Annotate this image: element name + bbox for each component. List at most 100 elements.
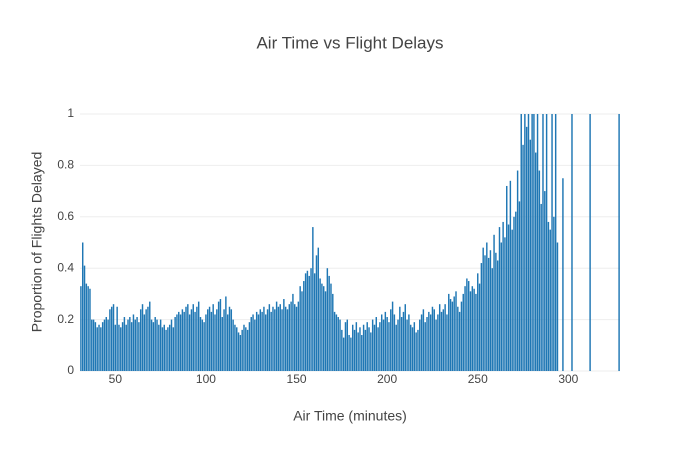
bar	[415, 332, 417, 371]
bar	[306, 270, 309, 371]
bar	[292, 293, 294, 371]
bar	[156, 319, 158, 371]
bar	[464, 286, 466, 371]
bar	[531, 114, 533, 371]
x-axis-title: Air Time (minutes)	[293, 408, 407, 424]
bar	[466, 278, 468, 371]
bar	[460, 301, 463, 371]
bar	[270, 311, 272, 371]
bar	[225, 296, 227, 371]
bar	[101, 322, 104, 371]
bar	[457, 306, 459, 371]
bar	[149, 301, 151, 371]
y-axis-title: Proportion of Flights Delayed	[29, 152, 45, 333]
bar	[554, 114, 557, 371]
bar	[207, 309, 209, 371]
x-tick-label: 100	[196, 372, 216, 386]
bar	[130, 322, 133, 371]
bar	[266, 309, 269, 371]
bar	[489, 250, 492, 371]
bar	[446, 314, 448, 371]
bar	[279, 304, 281, 371]
bar	[520, 114, 522, 371]
bar	[551, 114, 553, 371]
bar	[453, 296, 455, 371]
bar	[399, 306, 401, 371]
bar	[281, 309, 283, 371]
bar	[516, 170, 519, 371]
bar	[188, 314, 191, 371]
bar	[304, 273, 307, 371]
bar	[518, 201, 521, 371]
bar	[217, 301, 220, 371]
bar	[154, 317, 156, 371]
bar	[337, 317, 339, 371]
bar	[462, 293, 464, 371]
bar	[112, 304, 115, 371]
bar	[250, 317, 252, 371]
bar	[382, 319, 385, 371]
bar	[138, 322, 140, 371]
bar	[183, 311, 185, 371]
bar	[502, 221, 504, 371]
bar	[190, 309, 193, 371]
bar	[159, 319, 162, 371]
bar	[513, 216, 515, 371]
bar	[477, 273, 479, 371]
bar	[400, 317, 403, 371]
bar	[226, 314, 229, 371]
bar	[274, 309, 276, 371]
bar	[303, 281, 305, 371]
bar	[618, 114, 620, 371]
bar	[310, 268, 312, 371]
bar	[295, 306, 298, 371]
bar	[301, 291, 303, 371]
bar	[197, 301, 200, 371]
bar	[317, 247, 320, 371]
bar	[431, 306, 434, 371]
bar	[373, 324, 376, 371]
bar	[448, 293, 450, 371]
bar	[150, 319, 153, 371]
bar	[136, 317, 138, 371]
y-tick-label: 0.8	[57, 158, 74, 172]
bar	[536, 114, 539, 371]
bar	[185, 306, 187, 371]
bar	[429, 314, 432, 371]
bar	[390, 309, 392, 371]
bar	[210, 311, 213, 371]
y-tick-label: 1	[67, 106, 74, 120]
bar	[362, 324, 365, 371]
bar	[172, 327, 175, 371]
bar	[263, 306, 265, 371]
bar	[533, 114, 535, 371]
bar	[351, 324, 354, 371]
bar	[375, 317, 377, 371]
bar	[103, 319, 106, 371]
bar	[219, 299, 222, 371]
bar	[422, 309, 425, 371]
bar	[107, 319, 109, 371]
bar	[290, 301, 292, 371]
bar	[542, 114, 544, 371]
bar	[205, 314, 207, 371]
chart-title: Air Time vs Flight Delays	[256, 33, 443, 52]
bar	[324, 291, 327, 371]
bar	[480, 263, 483, 371]
bar	[368, 327, 370, 371]
bar	[547, 221, 550, 371]
bar	[350, 337, 352, 371]
bar	[196, 306, 198, 371]
bar	[380, 314, 383, 371]
bar	[127, 319, 129, 371]
bar	[116, 306, 118, 371]
bar	[540, 203, 542, 371]
bar	[252, 314, 254, 371]
bar	[487, 257, 490, 371]
bar	[147, 306, 149, 371]
bar	[158, 324, 160, 371]
bar	[402, 311, 405, 371]
bar	[411, 327, 414, 371]
bar	[284, 306, 287, 371]
bar	[391, 301, 394, 371]
